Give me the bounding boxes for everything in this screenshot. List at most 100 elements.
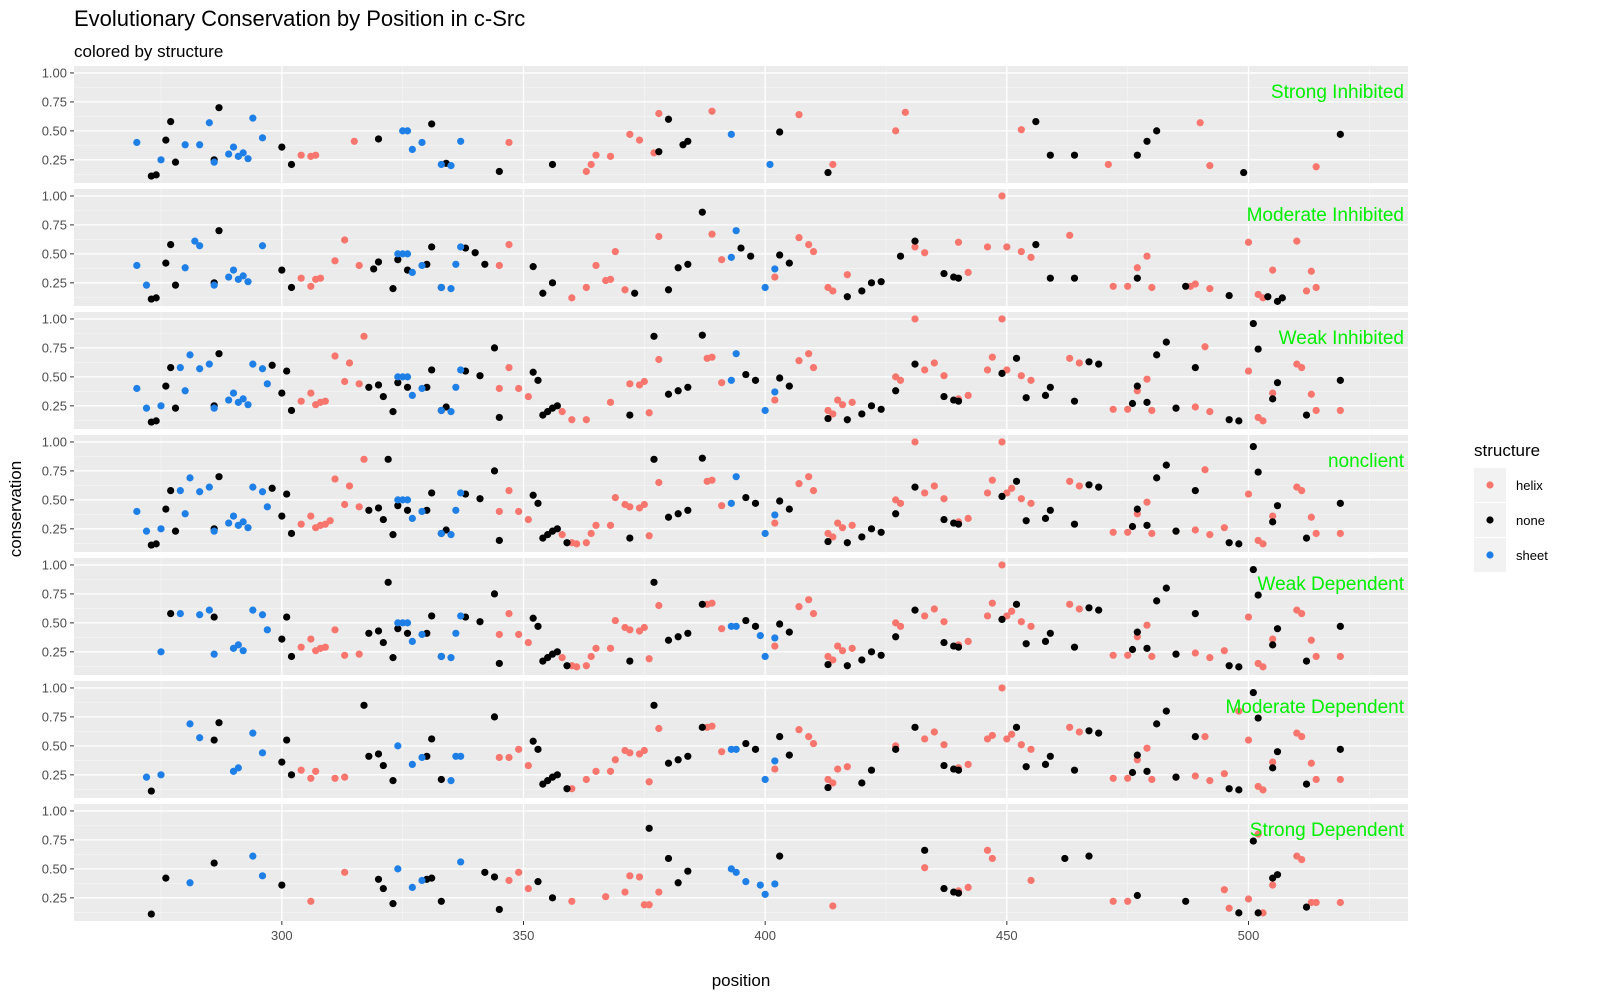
data-point-helix: [1312, 163, 1320, 171]
data-point-none: [684, 260, 692, 268]
data-point-none: [698, 331, 706, 339]
data-point-sheet: [234, 641, 242, 649]
data-point-none: [476, 495, 484, 503]
data-point-none: [1153, 127, 1161, 135]
y-tick-label: 0.75: [42, 832, 67, 847]
data-point-none: [360, 701, 368, 709]
data-point-helix: [582, 662, 590, 670]
data-point-helix: [921, 366, 929, 374]
data-point-sheet: [210, 650, 218, 658]
data-point-helix: [795, 726, 803, 734]
data-point-helix: [1254, 830, 1262, 838]
data-point-helix: [1075, 605, 1083, 613]
data-point-helix: [964, 637, 972, 646]
panel-label: Strong Dependent: [1250, 820, 1405, 841]
data-point-sheet: [210, 404, 218, 412]
data-point-sheet: [244, 524, 252, 532]
data-point-helix: [1259, 663, 1267, 671]
data-point-helix: [655, 355, 663, 364]
data-point-none: [287, 652, 296, 661]
facet-panel: 0.25 0.50 0.75 1.00 Strong Inhibited: [42, 65, 1408, 183]
data-point-none: [650, 701, 658, 709]
data-point-helix: [964, 391, 972, 400]
data-point-none: [785, 505, 793, 513]
data-point-sheet: [239, 272, 247, 280]
panel-label: nonclient: [1328, 451, 1405, 472]
data-point-helix: [998, 684, 1006, 692]
data-point-helix: [505, 364, 513, 372]
data-point-none: [1085, 852, 1093, 860]
data-point-helix: [524, 515, 532, 524]
data-point-helix: [1124, 651, 1132, 659]
data-point-none: [1191, 733, 1199, 741]
data-point-helix: [896, 622, 905, 630]
data-point-none: [867, 766, 876, 774]
data-point-none: [534, 745, 542, 753]
data-point-none: [1061, 854, 1069, 863]
data-point-sheet: [771, 634, 779, 642]
x-tick-label: 300: [271, 928, 293, 943]
data-point-helix: [1235, 707, 1243, 715]
data-point-sheet: [418, 138, 426, 147]
data-point-none: [1085, 604, 1093, 612]
data-point-helix: [1124, 774, 1132, 782]
data-point-helix: [1244, 736, 1253, 744]
data-point-none: [751, 376, 760, 384]
data-point-none: [428, 612, 436, 620]
data-point-none: [954, 397, 963, 405]
data-point-helix: [1269, 635, 1277, 643]
data-point-helix: [505, 753, 513, 762]
data-point-none: [1302, 780, 1311, 788]
data-point-none: [843, 416, 851, 424]
data-point-none: [1095, 729, 1103, 737]
legend-label-sheet: sheet: [1516, 548, 1548, 563]
data-point-helix: [964, 268, 972, 277]
data-point-helix: [635, 136, 644, 144]
data-point-none: [698, 723, 706, 731]
data-point-none: [1012, 723, 1021, 731]
data-point-helix: [645, 901, 653, 909]
data-point-helix: [1124, 897, 1132, 905]
facet-panels: 0.25 0.50 0.75 1.00 Strong Inhibited 0.25 0.50…: [42, 65, 1408, 921]
data-point-helix: [809, 487, 818, 495]
data-point-none: [389, 777, 397, 785]
data-point-none: [490, 713, 499, 721]
data-point-helix: [626, 872, 634, 880]
data-point-helix: [843, 763, 851, 771]
data-point-none: [896, 252, 905, 260]
data-point-sheet: [229, 512, 238, 520]
data-point-none: [1022, 640, 1030, 648]
chart-subtitle: colored by structure: [74, 42, 223, 61]
data-point-none: [877, 278, 885, 286]
data-point-none: [776, 251, 784, 259]
data-point-sheet: [452, 383, 460, 391]
panel-background: [74, 312, 1408, 429]
data-point-none: [539, 289, 547, 297]
data-point-helix: [1109, 651, 1117, 659]
data-point-helix: [1066, 477, 1074, 485]
data-point-sheet: [457, 137, 465, 145]
data-point-helix: [1259, 417, 1267, 425]
data-point-none: [403, 383, 412, 391]
y-tick-label: 0.25: [42, 398, 67, 413]
data-point-sheet: [457, 489, 465, 497]
data-point-none: [437, 775, 445, 784]
data-point-helix: [1201, 343, 1209, 351]
data-point-helix: [505, 487, 513, 495]
data-point-sheet: [457, 858, 465, 866]
data-point-none: [1070, 151, 1079, 159]
data-point-none: [215, 719, 223, 727]
data-point-helix: [345, 482, 354, 490]
data-point-none: [481, 260, 489, 268]
data-point-sheet: [225, 273, 233, 281]
data-point-helix: [307, 512, 315, 520]
data-point-none: [698, 454, 706, 462]
data-point-helix: [587, 529, 595, 538]
data-point-helix: [911, 243, 919, 251]
data-point-none: [162, 136, 170, 144]
data-point-helix: [983, 366, 992, 374]
data-point-none: [1128, 399, 1137, 408]
data-point-none: [1172, 527, 1180, 535]
data-point-helix: [515, 745, 523, 753]
data-point-none: [278, 512, 286, 520]
